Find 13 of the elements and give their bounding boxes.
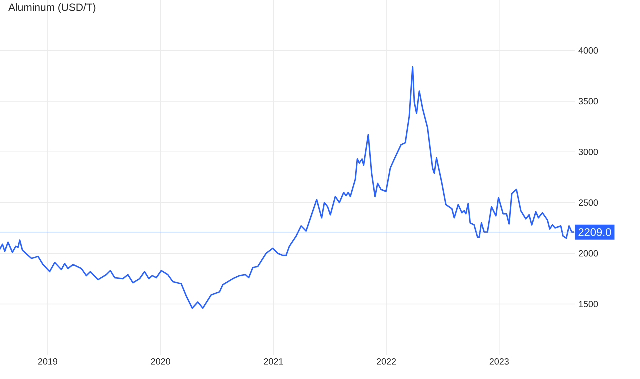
- x-tick-label: 2020: [151, 358, 170, 365]
- ref-line-label: 2209.0: [578, 228, 612, 236]
- y-tick-label: 2500: [578, 200, 598, 206]
- y-tick-label: 3500: [578, 98, 598, 105]
- y-tick-label: 2000: [578, 250, 598, 257]
- chart-title: Aluminum (USD/T): [8, 4, 96, 14]
- x-tick-label: 2023: [490, 358, 509, 365]
- y-tick-label: 1500: [579, 301, 598, 308]
- x-tick-label: 2019: [38, 358, 58, 365]
- y-tick-label: 3000: [578, 148, 598, 156]
- y-tick-label: 4000: [578, 48, 598, 54]
- x-tick-label: 2021: [264, 358, 284, 365]
- x-tick-label: 2022: [377, 358, 396, 365]
